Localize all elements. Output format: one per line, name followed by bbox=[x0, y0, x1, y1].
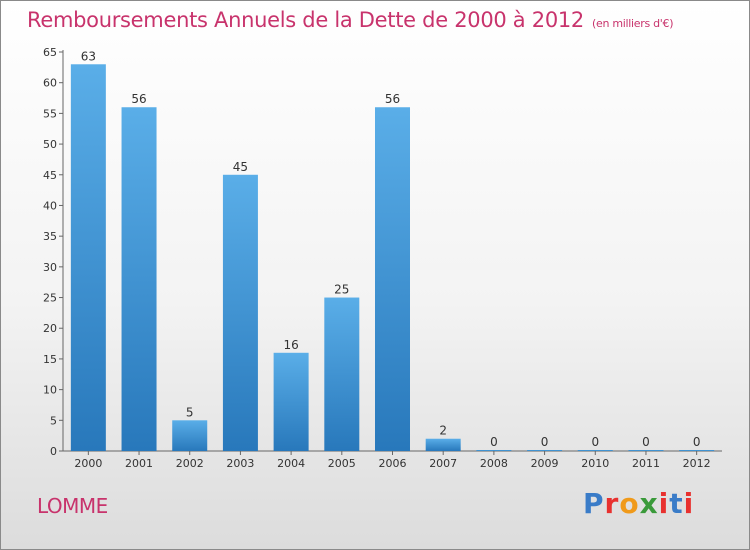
data-label: 5 bbox=[186, 405, 194, 419]
logo-letter: t bbox=[669, 487, 684, 520]
x-tick-label: 2006 bbox=[379, 457, 407, 470]
y-tick-label: 30 bbox=[43, 261, 57, 274]
data-label: 63 bbox=[81, 49, 96, 63]
chart-title: Remboursements Annuels de la Dette de 20… bbox=[27, 8, 673, 32]
logo-letter: P bbox=[583, 487, 605, 520]
bar bbox=[273, 352, 309, 451]
x-tick-label: 2002 bbox=[176, 457, 204, 470]
y-tick-label: 45 bbox=[43, 169, 57, 182]
data-label: 56 bbox=[385, 92, 400, 106]
x-tick-label: 2012 bbox=[683, 457, 711, 470]
x-tick-label: 2009 bbox=[531, 457, 559, 470]
y-tick-label: 10 bbox=[43, 384, 57, 397]
data-label: 56 bbox=[131, 92, 146, 106]
x-tick-label: 2011 bbox=[632, 457, 660, 470]
x-tick-label: 2001 bbox=[125, 457, 153, 470]
x-tick-label: 2010 bbox=[581, 457, 609, 470]
bar bbox=[679, 450, 715, 451]
bar bbox=[121, 107, 157, 451]
bar bbox=[527, 450, 563, 451]
data-label: 25 bbox=[334, 283, 349, 297]
data-label: 16 bbox=[283, 338, 298, 352]
y-tick-label: 25 bbox=[43, 292, 57, 305]
y-tick-label: 55 bbox=[43, 107, 57, 120]
chart-title-text: Remboursements Annuels de la Dette de 20… bbox=[27, 8, 584, 32]
logo-letter: i bbox=[658, 487, 670, 520]
x-tick-label: 2000 bbox=[74, 457, 102, 470]
city-name: LOMME bbox=[37, 494, 108, 518]
bar bbox=[375, 107, 410, 451]
y-tick-label: 0 bbox=[50, 445, 57, 458]
logo-letter: o bbox=[619, 487, 640, 520]
x-tick-label: 2008 bbox=[480, 457, 508, 470]
data-label: 45 bbox=[233, 160, 248, 174]
y-tick-label: 40 bbox=[43, 199, 57, 212]
logo-letter: i bbox=[683, 487, 695, 520]
data-label: 0 bbox=[541, 435, 549, 449]
bar bbox=[70, 64, 106, 452]
bar bbox=[577, 450, 613, 451]
bar bbox=[324, 297, 360, 451]
y-tick-label: 35 bbox=[43, 230, 57, 243]
bar bbox=[425, 438, 461, 451]
data-label: 0 bbox=[693, 435, 701, 449]
x-tick-label: 2004 bbox=[277, 457, 305, 470]
y-tick-label: 50 bbox=[43, 138, 57, 151]
x-tick-label: 2007 bbox=[429, 457, 457, 470]
logo-letter: x bbox=[639, 487, 659, 520]
logo-letter: r bbox=[604, 487, 620, 520]
bar bbox=[222, 174, 258, 451]
bar bbox=[628, 450, 664, 451]
x-tick-label: 2003 bbox=[226, 457, 254, 470]
bar bbox=[476, 450, 512, 451]
data-label: 2 bbox=[439, 424, 447, 438]
y-tick-label: 60 bbox=[43, 77, 57, 90]
data-label: 0 bbox=[642, 435, 650, 449]
y-tick-label: 20 bbox=[43, 322, 57, 335]
proxiti-logo: Proxiti bbox=[583, 487, 694, 520]
y-tick-label: 5 bbox=[50, 414, 57, 427]
data-label: 0 bbox=[591, 435, 599, 449]
x-tick-label: 2005 bbox=[328, 457, 356, 470]
y-tick-label: 15 bbox=[43, 353, 57, 366]
data-label: 0 bbox=[490, 435, 498, 449]
bar bbox=[172, 420, 208, 451]
chart-subtitle: (en milliers d'€) bbox=[592, 17, 674, 30]
y-tick-label: 65 bbox=[43, 46, 57, 59]
